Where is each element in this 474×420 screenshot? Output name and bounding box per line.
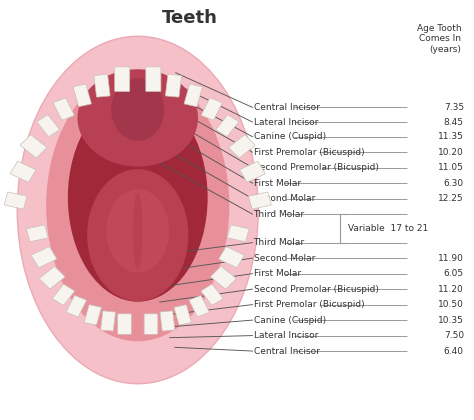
Text: 7.50: 7.50 xyxy=(444,331,464,340)
Text: Variable  17 to 21: Variable 17 to 21 xyxy=(348,224,428,233)
FancyBboxPatch shape xyxy=(54,98,74,120)
Text: Third Molar: Third Molar xyxy=(254,210,305,219)
FancyBboxPatch shape xyxy=(100,311,116,331)
FancyBboxPatch shape xyxy=(160,311,175,331)
Text: First Molar: First Molar xyxy=(254,269,301,278)
Ellipse shape xyxy=(77,69,198,167)
Text: Lateral Incisor: Lateral Incisor xyxy=(254,118,318,126)
Ellipse shape xyxy=(17,36,258,384)
FancyBboxPatch shape xyxy=(4,192,27,209)
FancyBboxPatch shape xyxy=(27,225,48,241)
Ellipse shape xyxy=(133,193,143,269)
Text: Second Premolar (Bicuspid): Second Premolar (Bicuspid) xyxy=(254,163,378,172)
FancyBboxPatch shape xyxy=(229,135,255,158)
FancyBboxPatch shape xyxy=(249,192,271,209)
Text: 6.30: 6.30 xyxy=(444,178,464,188)
Text: First Premolar (Bicuspid): First Premolar (Bicuspid) xyxy=(254,148,364,157)
Text: First Molar: First Molar xyxy=(254,178,301,188)
Text: Canine (Cuspid): Canine (Cuspid) xyxy=(254,132,326,141)
Text: Age Tooth
Comes In
(years): Age Tooth Comes In (years) xyxy=(417,24,462,53)
Text: 10.20: 10.20 xyxy=(438,148,464,157)
FancyBboxPatch shape xyxy=(201,98,222,120)
Text: 11.35: 11.35 xyxy=(438,132,464,141)
FancyBboxPatch shape xyxy=(165,74,182,97)
FancyBboxPatch shape xyxy=(219,247,244,268)
Text: 11.05: 11.05 xyxy=(438,163,464,172)
FancyBboxPatch shape xyxy=(73,84,91,107)
Text: Canine (Cuspid): Canine (Cuspid) xyxy=(254,315,326,325)
FancyBboxPatch shape xyxy=(20,135,46,158)
FancyBboxPatch shape xyxy=(39,267,65,289)
Text: 10.35: 10.35 xyxy=(438,315,464,325)
Text: Teeth: Teeth xyxy=(162,9,218,27)
FancyBboxPatch shape xyxy=(66,296,86,317)
Text: Second Molar: Second Molar xyxy=(254,194,315,203)
Text: Third Molar: Third Molar xyxy=(254,238,305,247)
FancyBboxPatch shape xyxy=(115,67,130,92)
Text: 11.90: 11.90 xyxy=(438,254,464,262)
FancyBboxPatch shape xyxy=(210,267,236,289)
FancyBboxPatch shape xyxy=(118,314,131,334)
FancyBboxPatch shape xyxy=(189,296,209,317)
Text: 6.05: 6.05 xyxy=(444,269,464,278)
Text: 10.50: 10.50 xyxy=(438,300,464,309)
FancyBboxPatch shape xyxy=(240,161,265,182)
Text: 8.45: 8.45 xyxy=(444,118,464,126)
FancyBboxPatch shape xyxy=(31,247,57,268)
Ellipse shape xyxy=(87,169,188,301)
FancyBboxPatch shape xyxy=(84,305,101,325)
FancyBboxPatch shape xyxy=(174,305,191,325)
Text: Central Incisor: Central Incisor xyxy=(254,346,319,356)
FancyBboxPatch shape xyxy=(201,284,223,305)
Text: Lateral Incisor: Lateral Incisor xyxy=(254,331,318,340)
FancyBboxPatch shape xyxy=(144,314,158,334)
FancyBboxPatch shape xyxy=(228,225,249,241)
FancyBboxPatch shape xyxy=(53,284,74,305)
Text: Second Molar: Second Molar xyxy=(254,254,315,262)
Text: First Premolar (Bicuspid): First Premolar (Bicuspid) xyxy=(254,300,364,309)
Text: 6.40: 6.40 xyxy=(444,346,464,356)
Text: 7.35: 7.35 xyxy=(444,103,464,112)
FancyBboxPatch shape xyxy=(146,67,161,92)
Text: 11.20: 11.20 xyxy=(438,285,464,294)
FancyBboxPatch shape xyxy=(216,115,238,136)
Ellipse shape xyxy=(107,189,169,273)
Text: Second Premolar (Bicuspid): Second Premolar (Bicuspid) xyxy=(254,285,378,294)
Ellipse shape xyxy=(111,78,164,141)
Ellipse shape xyxy=(68,93,208,302)
Text: Central Incisor: Central Incisor xyxy=(254,103,319,112)
Text: 12.25: 12.25 xyxy=(438,194,464,203)
Ellipse shape xyxy=(46,70,229,341)
FancyBboxPatch shape xyxy=(94,74,110,97)
FancyBboxPatch shape xyxy=(184,84,202,107)
FancyBboxPatch shape xyxy=(37,115,59,136)
FancyBboxPatch shape xyxy=(10,161,36,182)
